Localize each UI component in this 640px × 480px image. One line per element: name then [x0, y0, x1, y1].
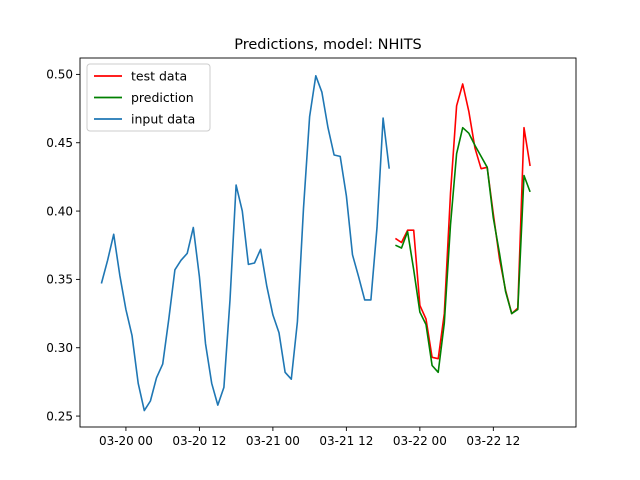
- y-tick-label: 0.50: [46, 68, 73, 82]
- series-lines: [100, 75, 531, 412]
- y-tick-label: 0.45: [46, 136, 73, 150]
- x-tick-label: 03-22 00: [393, 434, 447, 448]
- legend-label-input-data: input data: [131, 112, 195, 127]
- legend-label-test-data: test data: [131, 69, 187, 84]
- y-tick-label: 0.25: [46, 409, 73, 423]
- x-tick-label: 03-22 12: [466, 434, 520, 448]
- x-tick-label: 03-21 00: [246, 434, 300, 448]
- legend: test data prediction input data: [86, 63, 211, 132]
- y-tick-label: 0.40: [46, 204, 73, 218]
- x-axis-ticks: 03-20 00 03-20 12 03-21 00 03-21 12 03-22 00…: [99, 427, 520, 448]
- y-tick-label: 0.35: [46, 273, 73, 287]
- plot-frame: [79, 57, 577, 428]
- x-tick-label: 03-20 00: [99, 434, 153, 448]
- y-tick-label: 0.30: [46, 341, 73, 355]
- chart-title: Predictions, model: NHITS: [234, 37, 422, 53]
- x-tick-label: 03-21 12: [319, 434, 373, 448]
- series-line-prediction: [395, 126, 531, 374]
- series-line-input-data: [100, 75, 390, 412]
- x-tick-label: 03-20 12: [172, 434, 226, 448]
- y-axis-ticks: 0.25 0.30 0.35 0.40 0.45 0.50: [46, 68, 80, 423]
- legend-frame: [86, 63, 211, 132]
- legend-label-prediction: prediction: [131, 90, 194, 105]
